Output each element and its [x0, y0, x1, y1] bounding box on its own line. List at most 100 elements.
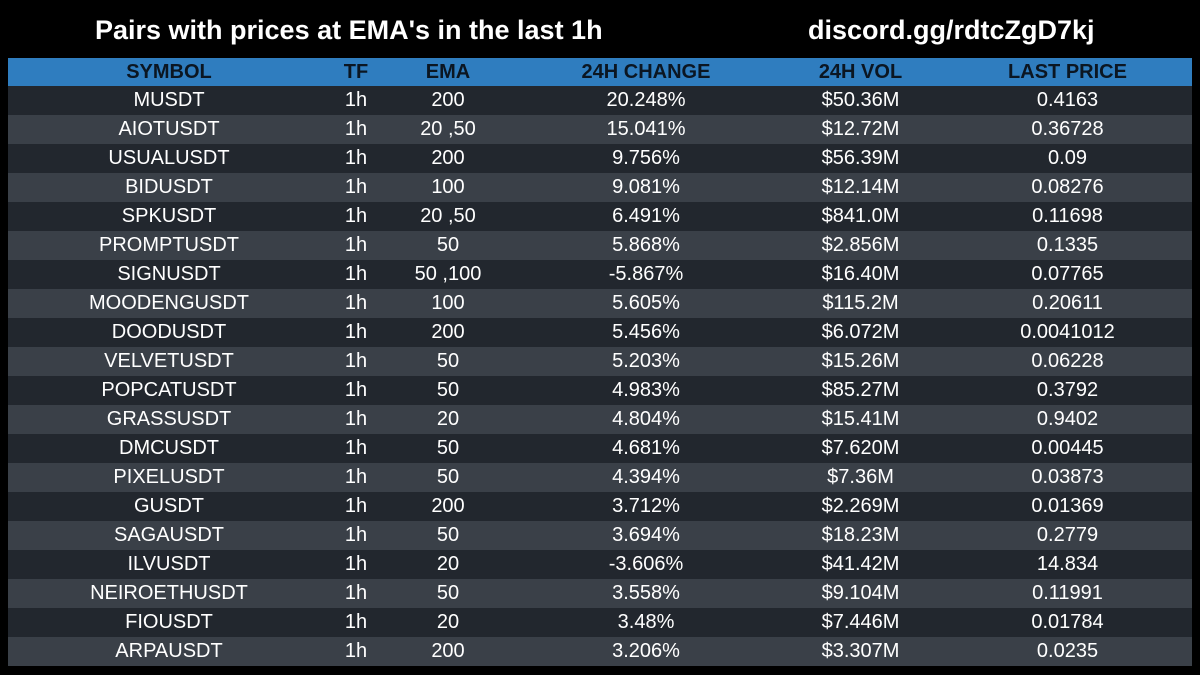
column-header-tf[interactable]: TF	[343, 61, 369, 83]
table-row[interactable]: SAGAUSDT 1h 50 3.694% $18.23M 0.2779	[8, 521, 1192, 550]
table-row[interactable]: MOODENGUSDT 1h 100 5.605% $115.2M 0.20611	[8, 289, 1192, 318]
volume-cell: $841.0M	[821, 205, 900, 227]
symbol-cell: ILVUSDT	[127, 553, 211, 575]
volume-cell: $85.27M	[821, 379, 900, 401]
price-cell: 0.9402	[1036, 408, 1099, 430]
price-cell: 14.834	[1036, 553, 1099, 575]
tf-cell: 1h	[344, 379, 368, 401]
table-row[interactable]: DMCUSDT 1h 50 4.681% $7.620M 0.00445	[8, 434, 1192, 463]
ema-cell: 200	[431, 640, 465, 662]
ema-cell: 100	[431, 292, 465, 314]
price-cell: 0.00445	[1031, 437, 1104, 459]
column-header-24h-vol[interactable]: 24H VOL	[818, 61, 903, 83]
table-row[interactable]: AIOTUSDT 1h 20 ,50 15.041% $12.72M 0.36728	[8, 115, 1192, 144]
table-row[interactable]: PROMPTUSDT 1h 50 5.868% $2.856M 0.1335	[8, 231, 1192, 260]
price-cell: 0.11991	[1032, 582, 1103, 604]
change-cell: 3.558%	[612, 582, 680, 604]
table-row[interactable]: PIXELUSDT 1h 50 4.394% $7.36M 0.03873	[8, 463, 1192, 492]
table-row[interactable]: ILVUSDT 1h 20 -3.606% $41.42M 14.834	[8, 550, 1192, 579]
volume-cell: $50.36M	[821, 89, 900, 111]
tf-cell: 1h	[344, 466, 368, 488]
tf-cell: 1h	[344, 495, 368, 517]
tf-cell: 1h	[344, 263, 368, 285]
table-row[interactable]: SIGNUSDT 1h 50 ,100 -5.867% $16.40M 0.07765	[8, 260, 1192, 289]
table-row[interactable]: FIOUSDT 1h 20 3.48% $7.446M 0.01784	[8, 608, 1192, 637]
price-cell: 0.20611	[1032, 292, 1103, 314]
symbol-cell: BIDUSDT	[125, 176, 213, 198]
symbol-cell: GUSDT	[134, 495, 204, 517]
ema-cell: 50	[436, 437, 460, 459]
table-row[interactable]: BIDUSDT 1h 100 9.081% $12.14M 0.08276	[8, 173, 1192, 202]
tf-cell: 1h	[344, 408, 368, 430]
change-cell: 5.456%	[612, 321, 680, 343]
tf-cell: 1h	[344, 89, 368, 111]
change-cell: 4.681%	[612, 437, 680, 459]
volume-cell: $16.40M	[821, 263, 900, 285]
volume-cell: $2.269M	[821, 495, 900, 517]
symbol-cell: SAGAUSDT	[113, 524, 225, 546]
tf-cell: 1h	[344, 611, 368, 633]
volume-cell: $2.856M	[821, 234, 900, 256]
table-row[interactable]: MUSDT 1h 200 20.248% $50.36M 0.4163	[8, 86, 1192, 115]
ema-pairs-table: SYMBOL TF EMA 24H CHANGE 24H VOL LAST PR…	[8, 58, 1192, 666]
change-cell: 3.206%	[612, 640, 680, 662]
ema-cell: 20	[436, 553, 460, 575]
price-cell: 0.01369	[1031, 495, 1104, 517]
table-body: MUSDT 1h 200 20.248% $50.36M 0.4163 AIOTUSDT 1h…	[8, 86, 1192, 666]
price-cell: 0.0041012	[1020, 321, 1115, 343]
table-row[interactable]: USUALUSDT 1h 200 9.756% $56.39M 0.09	[8, 144, 1192, 173]
ema-cell: 200	[431, 147, 465, 169]
table-row[interactable]: POPCATUSDT 1h 50 4.983% $85.27M 0.3792	[8, 376, 1192, 405]
symbol-cell: USUALUSDT	[108, 147, 230, 169]
symbol-cell: SIGNUSDT	[117, 263, 221, 285]
tf-cell: 1h	[344, 640, 368, 662]
table-row[interactable]: ARPAUSDT 1h 200 3.206% $3.307M 0.0235	[8, 637, 1192, 666]
price-cell: 0.11698	[1032, 205, 1103, 227]
price-cell: 0.3792	[1036, 379, 1099, 401]
tf-cell: 1h	[344, 582, 368, 604]
symbol-cell: GRASSUSDT	[106, 408, 232, 430]
symbol-cell: MOODENGUSDT	[89, 292, 249, 314]
price-cell: 0.07765	[1031, 263, 1104, 285]
header-bar: Pairs with prices at EMA's in the last 1…	[0, 0, 1200, 58]
ema-cell: 50 ,100	[414, 263, 482, 285]
price-cell: 0.03873	[1031, 466, 1104, 488]
tf-cell: 1h	[344, 437, 368, 459]
volume-cell: $7.446M	[821, 611, 900, 633]
discord-link[interactable]: discord.gg/rdtcZgD7kj	[808, 15, 1095, 45]
column-header-last-price[interactable]: LAST PRICE	[1008, 61, 1127, 83]
change-cell: 4.983%	[612, 379, 680, 401]
price-cell: 0.2779	[1036, 524, 1099, 546]
volume-cell: $115.2M	[822, 292, 899, 314]
symbol-cell: DMCUSDT	[119, 437, 219, 459]
change-cell: 15.041%	[606, 118, 686, 140]
column-header-symbol[interactable]: SYMBOL	[126, 61, 212, 83]
table-row[interactable]: SPKUSDT 1h 20 ,50 6.491% $841.0M 0.11698	[8, 202, 1192, 231]
ema-cell: 50	[436, 234, 460, 256]
symbol-cell: ARPAUSDT	[115, 640, 223, 662]
price-cell: 0.36728	[1031, 118, 1104, 140]
page-title: Pairs with prices at EMA's in the last 1…	[95, 15, 603, 45]
table-row[interactable]: GRASSUSDT 1h 20 4.804% $15.41M 0.9402	[8, 405, 1192, 434]
table-row[interactable]: DOODUSDT 1h 200 5.456% $6.072M 0.0041012	[8, 318, 1192, 347]
table-row[interactable]: NEIROETHUSDT 1h 50 3.558% $9.104M 0.11991	[8, 579, 1192, 608]
symbol-cell: NEIROETHUSDT	[90, 582, 248, 604]
volume-cell: $3.307M	[821, 640, 900, 662]
volume-cell: $7.620M	[821, 437, 900, 459]
tf-cell: 1h	[344, 118, 368, 140]
table-row[interactable]: VELVETUSDT 1h 50 5.203% $15.26M 0.06228	[8, 347, 1192, 376]
ema-cell: 20 ,50	[420, 118, 476, 140]
column-header-ema[interactable]: EMA	[425, 61, 471, 83]
change-cell: 9.081%	[612, 176, 680, 198]
volume-cell: $18.23M	[821, 524, 900, 546]
column-header-24h-change[interactable]: 24H CHANGE	[581, 61, 711, 83]
price-cell: 0.08276	[1031, 176, 1104, 198]
table-header-row: SYMBOL TF EMA 24H CHANGE 24H VOL LAST PR…	[8, 58, 1192, 86]
symbol-cell: PROMPTUSDT	[99, 234, 239, 256]
change-cell: 3.48%	[617, 611, 675, 633]
symbol-cell: SPKUSDT	[121, 205, 217, 227]
table-row[interactable]: GUSDT 1h 200 3.712% $2.269M 0.01369	[8, 492, 1192, 521]
ema-cell: 50	[436, 350, 460, 372]
tf-cell: 1h	[344, 176, 368, 198]
volume-cell: $7.36M	[827, 466, 894, 488]
